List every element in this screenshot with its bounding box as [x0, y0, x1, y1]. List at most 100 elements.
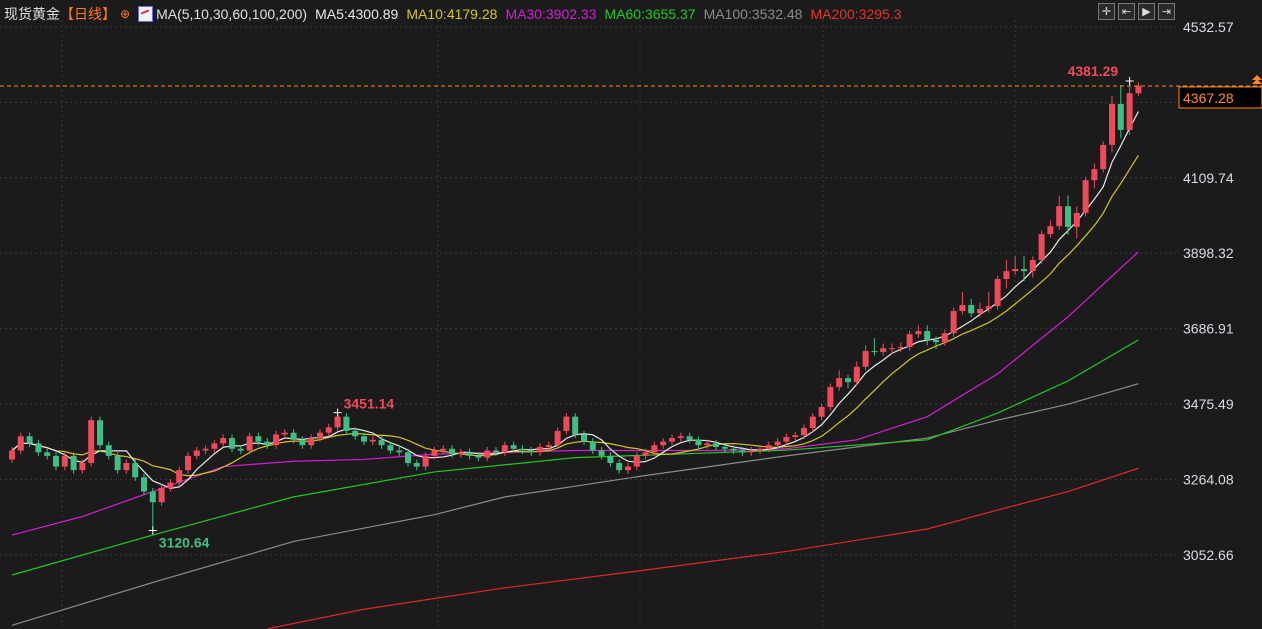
candle [686, 432, 693, 444]
ma60-value: MA60:3655.37 [604, 6, 696, 22]
candle-body [352, 430, 359, 437]
candle [97, 416, 103, 449]
candle-body [906, 334, 913, 348]
candle-body [1073, 213, 1080, 227]
candle-body [308, 438, 315, 446]
candle [88, 416, 95, 467]
candle [589, 438, 596, 455]
candle-body [1029, 260, 1036, 272]
candle-body [968, 305, 975, 314]
candle [193, 446, 200, 460]
candle [246, 432, 253, 455]
candle [361, 432, 367, 446]
candle [1056, 195, 1063, 230]
current-price-label: 4367.28 [1183, 90, 1234, 106]
candle [1003, 259, 1010, 289]
candle-body [237, 448, 244, 451]
candle [1126, 80, 1133, 135]
candle [26, 432, 33, 447]
candle-body [449, 448, 455, 455]
ma200-line [267, 467, 1139, 629]
candle-body [809, 416, 816, 429]
candle [422, 452, 429, 471]
candle-body [105, 445, 112, 456]
candle [1047, 220, 1054, 238]
candle-body [246, 436, 253, 451]
candle-body [1135, 85, 1142, 94]
candle-body [484, 450, 491, 458]
candle-body [572, 416, 579, 435]
candle-body [818, 407, 825, 417]
candle-body [88, 420, 95, 464]
candle-body [202, 448, 209, 451]
candle [721, 443, 728, 453]
candle [378, 436, 385, 449]
scroll-up-icon [1252, 74, 1262, 84]
candle [792, 431, 799, 441]
candle [387, 441, 394, 455]
candle-body [1038, 234, 1045, 261]
candle-body [26, 436, 33, 444]
ma-indicator-icon[interactable] [138, 6, 154, 22]
candle [105, 441, 112, 460]
candle [757, 445, 763, 455]
candle [167, 479, 174, 492]
candle-body [730, 448, 737, 451]
candle-body [493, 450, 499, 453]
scroll-end-icon[interactable]: ⇥ [1158, 3, 1175, 20]
instrument-name: 现货黄金 [4, 6, 60, 22]
candle-body [229, 438, 235, 449]
candle [845, 374, 851, 389]
ma-params[interactable]: MA(5,10,30,60,100,200) [156, 6, 308, 22]
candle [202, 445, 209, 455]
candle-body [123, 463, 130, 471]
crosshair-icon[interactable]: ✛ [1098, 3, 1115, 20]
candle-body [158, 487, 165, 503]
candle-body [431, 450, 438, 456]
candle-body [651, 445, 658, 453]
candle [977, 302, 983, 317]
extreme-marker [333, 408, 342, 417]
extreme-marker [1125, 76, 1134, 85]
candle [554, 427, 561, 449]
candle [1073, 206, 1080, 239]
candle [396, 446, 403, 456]
candle-body [149, 491, 156, 503]
candle-body [545, 445, 552, 447]
candle-body [114, 455, 121, 471]
candle [651, 441, 658, 456]
candle [625, 463, 631, 474]
candle [1109, 95, 1115, 153]
candle-body [211, 443, 218, 449]
candle [132, 459, 139, 481]
candle [1029, 256, 1036, 278]
y-tick-label: 3898.32 [1183, 245, 1234, 261]
candle-body [677, 436, 684, 439]
settings-icon[interactable]: ⊕ [120, 7, 131, 21]
candle [545, 441, 552, 451]
scroll-start-icon[interactable]: ⇤ [1118, 3, 1135, 20]
candle [413, 459, 420, 471]
extreme-label: 3120.64 [159, 535, 210, 551]
candle [317, 429, 323, 442]
candle-body [1091, 169, 1098, 181]
play-icon[interactable]: ▶ [1138, 3, 1155, 20]
candle-body [519, 448, 526, 451]
candle-body [1126, 93, 1133, 130]
candle [1091, 163, 1098, 189]
ma200-value: MA200:3295.3 [810, 6, 902, 22]
period-selector[interactable]: 【日线】 [60, 6, 116, 22]
candle [818, 403, 825, 421]
extreme-marker [148, 526, 157, 535]
candle-body [994, 278, 1001, 307]
candle-body [475, 455, 482, 458]
candle-body [862, 351, 869, 367]
candle-body [1065, 206, 1071, 227]
candle [264, 438, 271, 449]
candle [352, 427, 359, 440]
candle-body [915, 331, 922, 335]
candle [704, 439, 711, 449]
candle-body [625, 466, 631, 471]
candle-body [193, 450, 200, 456]
